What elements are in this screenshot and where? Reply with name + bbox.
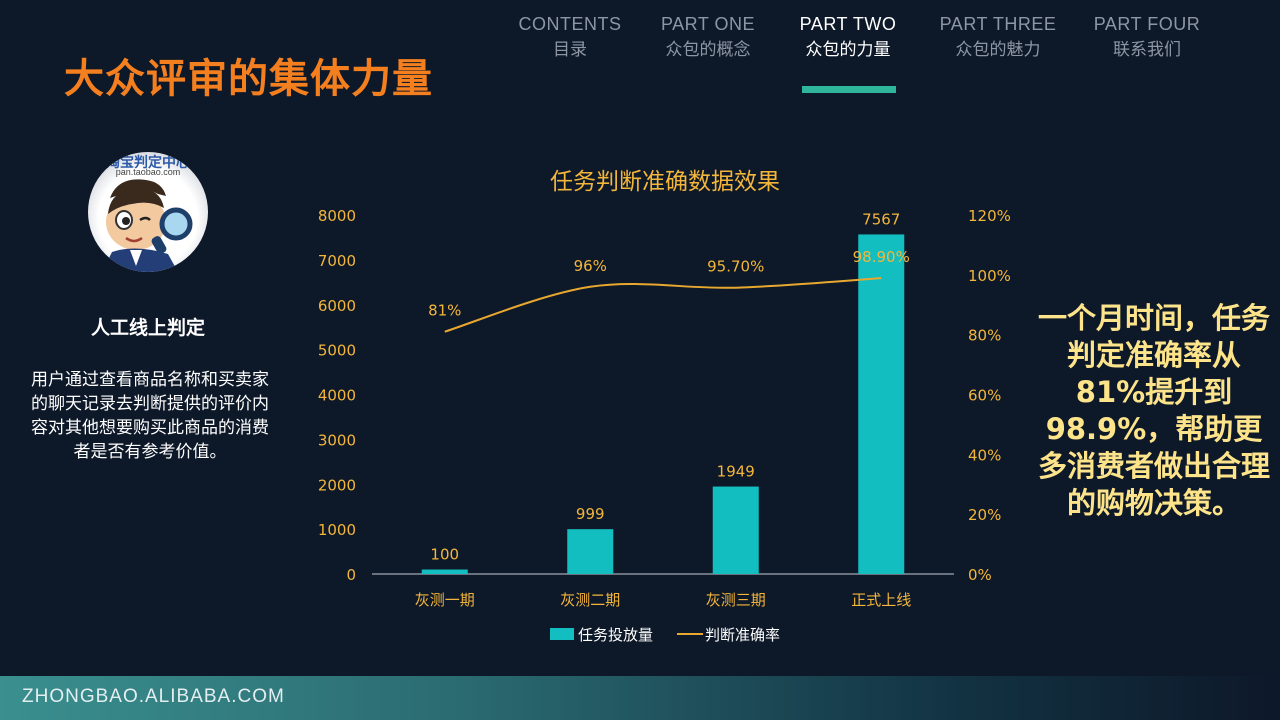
- y-axis-tick-label: 0: [346, 566, 356, 584]
- avatar: 淘宝判定中心 pan.taobao.com: [88, 152, 208, 272]
- conclusion-text: 一个月时间，任务判定准确率从81%提升到98.9%，帮助更多消费者做出合理的购物…: [1037, 301, 1270, 520]
- bar-task-volume: [567, 529, 614, 574]
- side-heading: 人工线上判定: [90, 317, 205, 339]
- nav-item-part-one[interactable]: PART ONE 众包的概念: [638, 12, 778, 64]
- nav-item-part-two[interactable]: PART TWO 众包的力量: [778, 12, 918, 93]
- nav-item-en-label: CONTENTS: [518, 14, 622, 34]
- slide-title: 大众评审的集体力量: [64, 56, 433, 102]
- y-axis-tick-label: 3000: [318, 431, 356, 449]
- nav-item-cn-label: 联系我们: [1113, 40, 1181, 60]
- avatar-logo-text: 淘宝判定中心: [106, 155, 190, 171]
- nav-item-en-label: PART THREE: [939, 14, 1057, 34]
- section-nav: CONTENTS 目录 PART ONE 众包的概念 PART TWO 众包的力…: [500, 12, 1240, 102]
- side-description: 用户通过查看商品名称和买卖家的聊天记录去判断提供的评价内容对其他想要购买此商品的…: [31, 370, 269, 462]
- nav-item-cn-label: 目录: [553, 40, 587, 60]
- y-axis-tick-label: 4000: [318, 387, 356, 405]
- line-data-label: 95.70%: [707, 258, 764, 276]
- nav-item-contents[interactable]: CONTENTS 目录: [500, 12, 640, 64]
- nav-item-cn-label: 众包的力量: [805, 40, 891, 60]
- y2-axis-tick-label: 120%: [968, 207, 1011, 225]
- line-data-label: 98.90%: [853, 248, 910, 266]
- legend-line-label: 判断准确率: [705, 626, 780, 644]
- x-axis-tick-label: 灰测一期: [415, 591, 475, 609]
- nav-item-en-label: PART ONE: [660, 14, 756, 34]
- nav-item-en-label: PART FOUR: [1093, 14, 1201, 34]
- bar-task-volume: [858, 234, 905, 574]
- bar-task-volume: [421, 569, 468, 574]
- nav-item-part-four[interactable]: PART FOUR 联系我们: [1077, 12, 1217, 64]
- nav-item-en-label: PART TWO: [799, 14, 897, 34]
- bar-task-volume: [712, 486, 759, 574]
- bar-data-label: 1949: [717, 463, 755, 481]
- y2-axis-tick-label: 60%: [968, 387, 1001, 405]
- task-accuracy-chart: 0 1000 2000 3000 4000 5000 6000 7000 8000 0% 20% 40…: [318, 207, 1011, 644]
- y2-axis-tick-label: 40%: [968, 446, 1001, 464]
- y-axis-tick-label: 5000: [318, 342, 356, 360]
- y2-axis-tick-label: 100%: [968, 267, 1011, 285]
- x-axis-tick-label: 正式上线: [851, 591, 911, 609]
- bar-data-label: 999: [576, 505, 605, 523]
- accuracy-series-line: [444, 277, 882, 333]
- legend-bar-label: 任务投放量: [578, 626, 653, 644]
- nav-item-cn-label: 众包的魅力: [955, 40, 1041, 60]
- footer-url[interactable]: ZHONGBAO.ALIBABA.COM: [22, 686, 285, 707]
- y-axis-tick-label: 7000: [318, 252, 356, 270]
- active-tab-indicator: [802, 86, 896, 93]
- chart-title: 任务判断准确数据效果: [550, 169, 780, 195]
- nav-item-part-three[interactable]: PART THREE 众包的魅力: [928, 12, 1068, 64]
- bar-data-label: 7567: [862, 210, 900, 228]
- line-data-label: 96%: [574, 257, 607, 275]
- legend-bar-swatch: [550, 628, 574, 640]
- y-axis-tick-label: 2000: [318, 476, 356, 494]
- x-axis-tick-label: 灰测二期: [560, 591, 620, 609]
- line-data-label: 81%: [428, 302, 461, 320]
- footer-bar: ZHONGBAO.ALIBABA.COM: [0, 676, 1280, 720]
- y-axis-tick-label: 8000: [318, 207, 356, 225]
- y2-axis-tick-label: 80%: [968, 327, 1001, 345]
- y-axis-tick-label: 1000: [318, 521, 356, 539]
- y-axis-tick-label: 6000: [318, 297, 356, 315]
- inspector-mascot-icon: [102, 179, 193, 272]
- x-axis-tick-label: 灰测三期: [706, 591, 766, 609]
- y2-axis-tick-label: 20%: [968, 506, 1001, 524]
- nav-item-cn-label: 众包的概念: [665, 40, 751, 60]
- y2-axis-tick-label: 0%: [968, 566, 992, 584]
- avatar-url-text: pan.taobao.com: [115, 167, 181, 177]
- bar-data-label: 100: [430, 546, 459, 564]
